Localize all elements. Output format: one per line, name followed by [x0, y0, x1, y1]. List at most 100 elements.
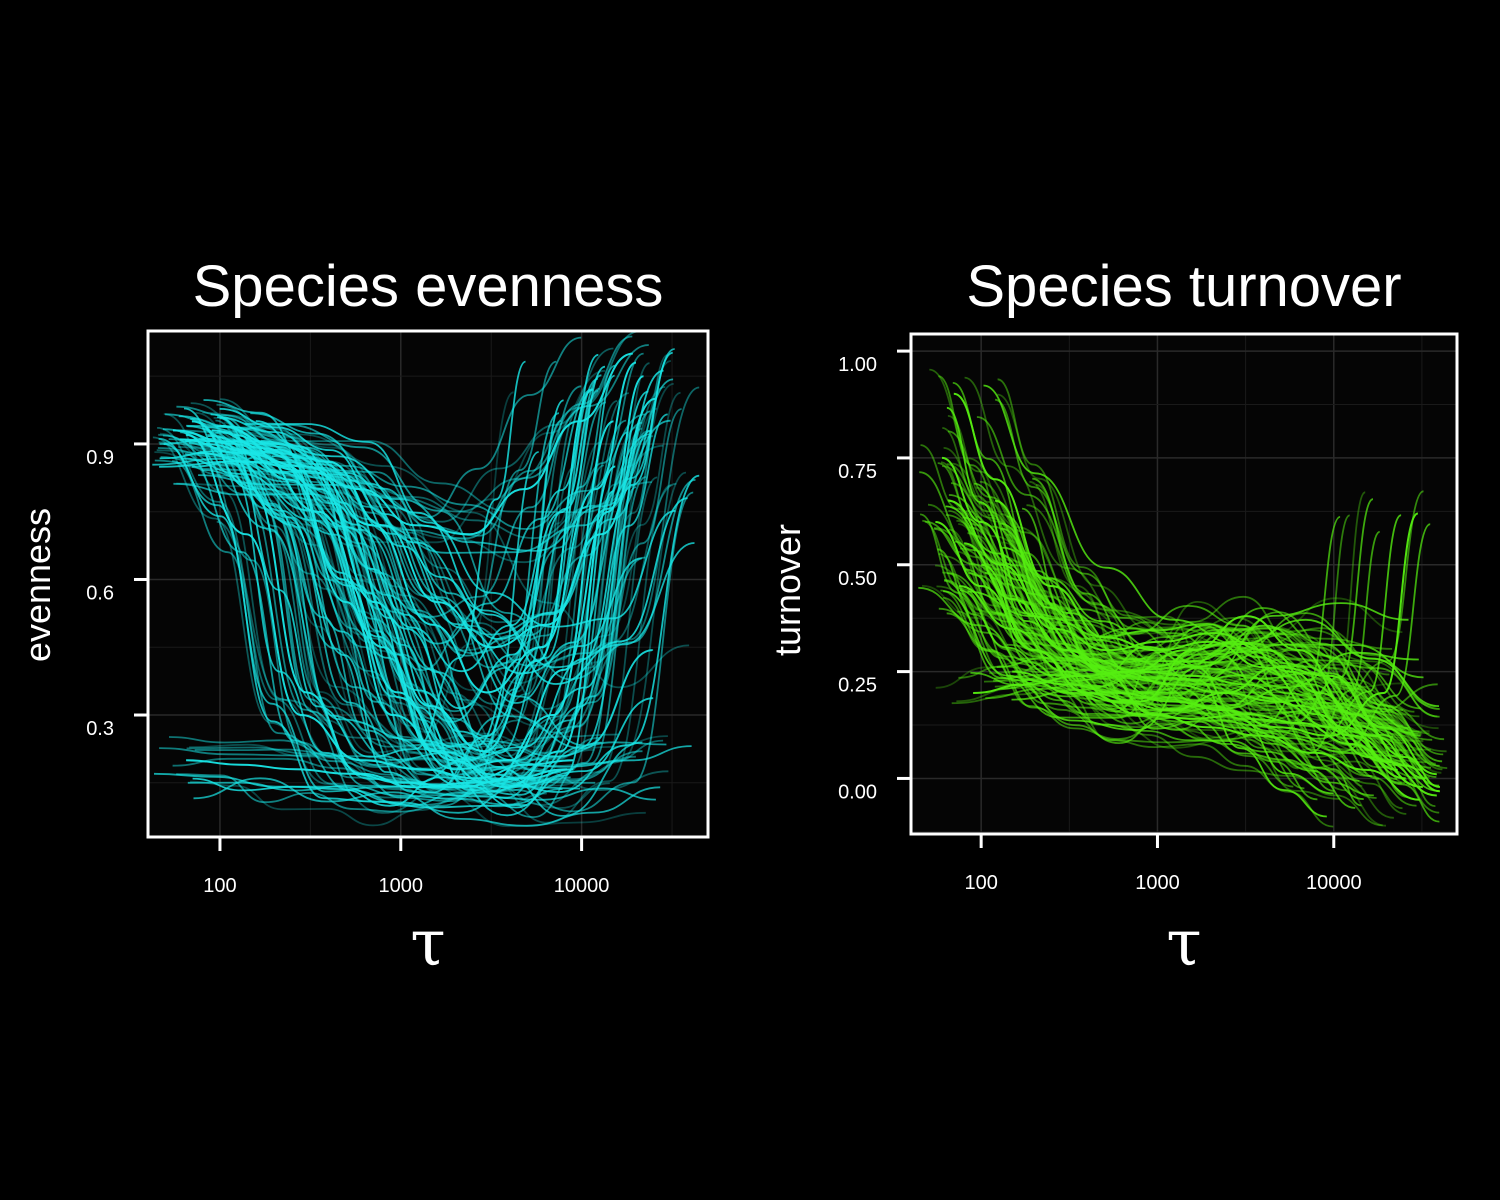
- series-line: [219, 369, 664, 640]
- plot-frame: [146, 329, 710, 839]
- turnover-panel: Species turnover turnover τ 100 1000 10000…: [767, 254, 1459, 981]
- series-line: [216, 520, 619, 755]
- y-tick-label: 0.25: [838, 675, 877, 697]
- series-line: [959, 589, 1334, 795]
- series-line: [1022, 523, 1431, 753]
- series-line: [153, 772, 581, 814]
- series-line: [172, 757, 561, 801]
- series-line: [215, 419, 600, 761]
- series-line: [948, 499, 1426, 780]
- series-line: [206, 427, 643, 789]
- series-line: [152, 436, 547, 814]
- series-line: [168, 336, 582, 519]
- series-line: [996, 498, 1374, 725]
- series-line: [234, 438, 646, 828]
- y-tick-label: 0.9: [86, 447, 114, 469]
- series-line: [219, 397, 656, 649]
- axis-ticks: 100 1000 10000 0.00 0.25 0.50 0.75 1.00: [838, 349, 1362, 894]
- series-line: [1006, 515, 1356, 809]
- y-tick-label: 0.50: [838, 568, 877, 590]
- series-line: [179, 361, 637, 694]
- series-line: [976, 416, 1420, 733]
- series-line: [185, 433, 574, 780]
- series-line: [158, 330, 640, 513]
- series-line: [198, 419, 671, 552]
- x-tick-label: 1000: [379, 875, 424, 897]
- y-tick-label: 0.75: [838, 461, 877, 483]
- series-line: [173, 433, 652, 554]
- series-line: [176, 385, 582, 618]
- series-lines: [918, 368, 1448, 828]
- series-line: [190, 780, 465, 827]
- series-line: [1021, 507, 1374, 797]
- x-axis-label: τ: [410, 907, 445, 981]
- y-axis-label: turnover: [767, 524, 808, 656]
- series-line: [219, 417, 602, 783]
- series-line: [997, 393, 1420, 761]
- series-line: [237, 449, 672, 824]
- series-line: [180, 429, 652, 817]
- x-axis-label: τ: [1166, 907, 1201, 981]
- y-tick-label: 0.6: [86, 582, 114, 604]
- series-line: [1035, 483, 1402, 784]
- series-line: [994, 499, 1420, 801]
- plot-frame: [909, 332, 1459, 836]
- series-line: [218, 436, 656, 801]
- series-line: [184, 453, 552, 807]
- x-tick-label: 1000: [1135, 872, 1180, 894]
- series-line: [942, 571, 1415, 713]
- series-line: [963, 542, 1437, 797]
- series-line: [207, 426, 695, 669]
- chart-title: Species turnover: [966, 254, 1401, 319]
- grid: [911, 334, 1457, 834]
- series-line: [191, 420, 574, 789]
- series-line: [1000, 566, 1443, 771]
- series-line: [983, 627, 1390, 683]
- series-lines: [152, 330, 700, 828]
- series-line: [981, 563, 1441, 788]
- series-line: [959, 585, 1437, 776]
- series-line: [207, 435, 700, 793]
- series-line: [186, 759, 568, 789]
- series-line: [199, 450, 537, 791]
- series-line: [154, 387, 601, 713]
- series-line: [186, 360, 526, 758]
- chart-title: Species evenness: [193, 254, 664, 319]
- series-line: [944, 579, 1444, 756]
- series-line: [202, 420, 614, 784]
- x-tick-label: 10000: [554, 875, 610, 897]
- series-line: [964, 568, 1443, 763]
- x-tick-label: 10000: [1306, 872, 1362, 894]
- series-line: [159, 747, 643, 786]
- series-line: [956, 519, 1404, 744]
- y-tick-label: 1.00: [838, 354, 877, 376]
- series-line: [948, 494, 1421, 710]
- series-line: [194, 748, 469, 768]
- y-tick-label: 0.3: [86, 718, 114, 740]
- axis-ticks: 100 1000 10000 0.3 0.6 0.9: [86, 442, 610, 897]
- evenness-panel: Species evenness evenness τ 100 1000 10000…: [17, 254, 710, 981]
- series-line: [195, 412, 668, 754]
- series-line: [254, 410, 651, 772]
- series-line: [244, 423, 676, 628]
- series-line: [178, 388, 594, 645]
- series-line: [223, 421, 551, 776]
- series-line: [947, 415, 1394, 819]
- series-line: [1012, 512, 1419, 737]
- series-line: [222, 440, 642, 675]
- series-line: [201, 441, 601, 803]
- series-line: [221, 413, 690, 689]
- series-line: [220, 416, 553, 767]
- series-line: [157, 419, 627, 797]
- series-line: [1002, 541, 1403, 693]
- series-line: [216, 386, 700, 734]
- series-line: [234, 433, 616, 789]
- series-line: [197, 352, 633, 536]
- y-tick-label: 0.00: [838, 781, 877, 803]
- series-line: [994, 398, 1425, 780]
- series-line: [158, 437, 536, 793]
- series-line: [183, 407, 503, 784]
- x-tick-label: 100: [964, 872, 997, 894]
- y-axis-label: evenness: [17, 508, 58, 662]
- series-line: [187, 348, 676, 704]
